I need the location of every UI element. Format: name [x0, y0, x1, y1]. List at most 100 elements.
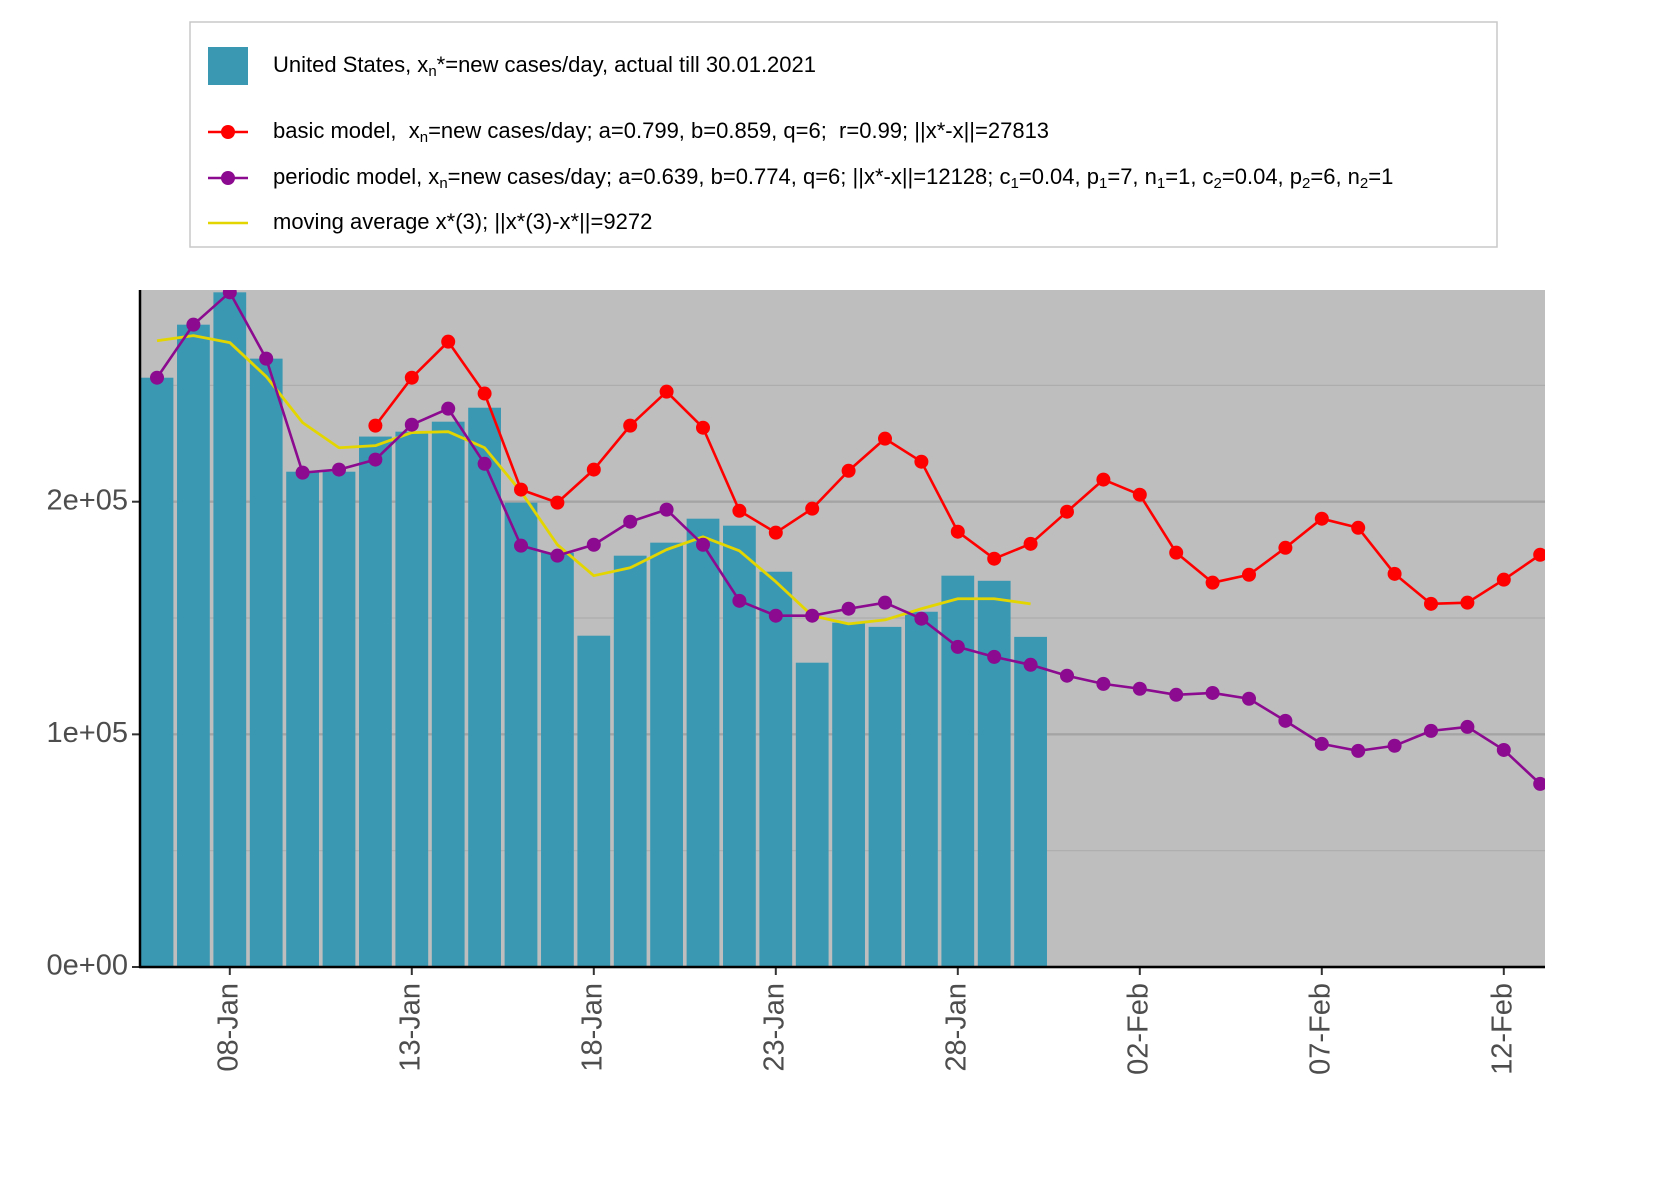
bar	[795, 662, 829, 967]
series-point	[1496, 742, 1511, 757]
bar	[977, 580, 1011, 967]
legend: United States, xn*=new cases/day, actual…	[208, 47, 1393, 234]
x-tick-label: 23-Jan	[758, 983, 790, 1072]
series-point	[441, 334, 456, 349]
series-point	[768, 608, 783, 623]
legend-subscript: 1	[1099, 175, 1107, 192]
series-point	[623, 514, 638, 529]
series-point	[404, 417, 419, 432]
legend-subscript: 1	[1157, 175, 1165, 192]
bar	[613, 555, 647, 967]
x-tick-label: 28-Jan	[940, 983, 972, 1072]
legend-subscript: 2	[1360, 175, 1368, 192]
bar	[868, 626, 902, 967]
legend-text-part: =0.04, p	[1222, 164, 1302, 189]
bar	[577, 635, 611, 967]
marks	[140, 290, 1545, 967]
legend-key-point	[221, 125, 235, 139]
legend-text-part: =new cases/day; a=0.799, b=0.859, q=6; r…	[428, 118, 1049, 143]
axes: 0e+00 1e+05 2e+05 08-Jan 13-Jan 18-Jan 23-Jan 2…	[47, 290, 1545, 1075]
series-point	[659, 502, 674, 517]
series-point	[1023, 536, 1038, 551]
series-point	[1314, 736, 1329, 751]
series-point	[550, 495, 565, 510]
x-tick-label: 13-Jan	[394, 983, 426, 1072]
series-point	[1351, 743, 1366, 758]
bar	[650, 542, 683, 967]
series-point	[1169, 545, 1184, 560]
series-point	[1205, 575, 1220, 590]
legend-label: basic model, xn=new cases/day; a=0.799, …	[273, 118, 1049, 146]
series-point	[1242, 691, 1256, 706]
legend-text-part: =1, c	[1165, 164, 1213, 189]
series-point	[1351, 520, 1366, 535]
bar	[322, 471, 356, 967]
legend-box	[189, 21, 1498, 248]
bar	[213, 292, 247, 967]
series-point	[1096, 676, 1111, 691]
series-point	[404, 370, 419, 385]
bar	[832, 622, 865, 967]
series-point	[332, 462, 346, 477]
series-point	[259, 351, 274, 366]
series-point	[878, 431, 892, 446]
series-point	[550, 548, 565, 563]
bar	[723, 525, 756, 967]
series-point	[1387, 566, 1402, 581]
x-tick-label: 18-Jan	[576, 983, 608, 1072]
legend-subscript: n	[428, 63, 436, 80]
legend-text-part: =new cases/day; a=0.639, b=0.774, q=6; |…	[448, 164, 1011, 189]
bar	[941, 575, 975, 967]
legend-subscript: 2	[1214, 175, 1222, 192]
series-point	[368, 452, 383, 467]
series-point	[1460, 595, 1475, 610]
series-point	[222, 290, 237, 300]
series-point	[659, 384, 674, 399]
series-point	[696, 537, 710, 552]
series-point	[514, 538, 528, 553]
x-tick-label: 12-Feb	[1486, 983, 1518, 1075]
legend-subscript: 2	[1302, 175, 1310, 192]
bar	[359, 436, 392, 967]
legend-text-part: basic model, x	[273, 118, 420, 143]
series-point	[732, 503, 747, 518]
bar	[395, 431, 429, 967]
series-point	[805, 501, 820, 516]
bar	[286, 471, 319, 967]
legend-label: moving average x*(3); ||x*(3)-x*||=9272	[273, 209, 652, 234]
series-point	[477, 386, 492, 401]
series-point	[1424, 723, 1438, 738]
series-point	[1460, 719, 1475, 734]
legend-label: periodic model, xn=new cases/day; a=0.63…	[273, 164, 1393, 192]
legend-label: United States, xn*=new cases/day, actual…	[273, 52, 816, 80]
series-point	[841, 463, 856, 478]
series-point	[1314, 511, 1329, 526]
x-tick-label: 02-Feb	[1122, 983, 1154, 1075]
series-point	[950, 639, 965, 654]
y-tick-label: 2e+05	[47, 484, 128, 516]
series-point	[586, 537, 601, 552]
series-point	[1387, 738, 1402, 753]
series-point	[514, 482, 528, 497]
series-point	[950, 524, 965, 539]
bar	[249, 358, 283, 967]
series-point	[914, 454, 929, 469]
bar	[140, 377, 174, 967]
x-tick-label: 08-Jan	[212, 983, 244, 1072]
series-point	[1533, 547, 1545, 562]
series-point	[1242, 567, 1256, 582]
series-line	[156, 334, 1031, 626]
bar	[541, 552, 574, 967]
legend-subscript: n	[439, 175, 447, 192]
series-point	[477, 456, 492, 471]
legend-text-part: =0.04, p	[1019, 164, 1099, 189]
series-point	[768, 525, 783, 540]
bar	[759, 571, 793, 967]
legend-text-part: =1	[1368, 164, 1393, 189]
series-point	[1060, 504, 1074, 519]
series-point	[1278, 540, 1293, 555]
series-point	[1169, 687, 1184, 702]
legend-text-part: moving average x*(3); ||x*(3)-x*||=9272	[273, 209, 652, 234]
series-point	[1496, 572, 1511, 587]
